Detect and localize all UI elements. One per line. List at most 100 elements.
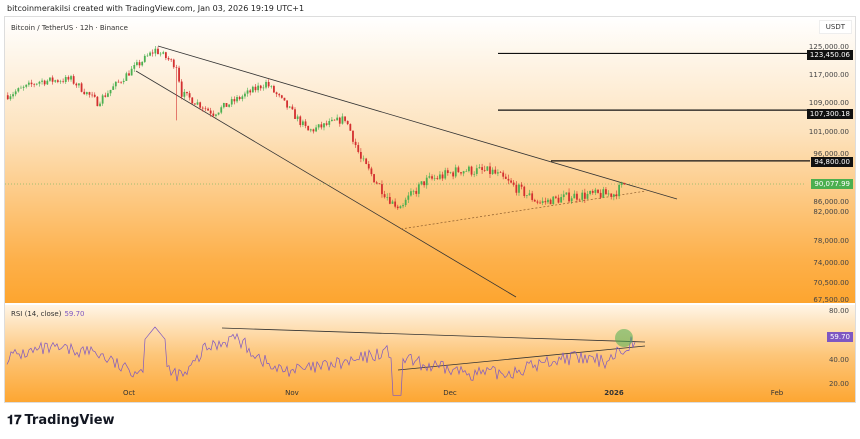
- candle: [241, 96, 244, 100]
- candle: [512, 182, 515, 185]
- candle: [244, 93, 246, 97]
- candle: [120, 81, 122, 83]
- candle: [468, 166, 470, 172]
- candle: [273, 86, 275, 93]
- candle: [349, 124, 352, 131]
- candle: [359, 151, 362, 159]
- candle: [104, 95, 107, 97]
- candle: [27, 82, 30, 85]
- candle: [576, 193, 578, 200]
- candle: [410, 191, 412, 196]
- candle: [67, 76, 70, 80]
- candle: [386, 197, 389, 198]
- candle: [75, 83, 78, 86]
- candle: [265, 81, 267, 88]
- candle: [83, 91, 86, 95]
- chart-credit: bitcoinmerakilsi created with TradingVie…: [7, 4, 305, 13]
- candle: [299, 116, 302, 125]
- candle: [62, 81, 65, 82]
- candle: [523, 186, 526, 196]
- candle: [133, 64, 136, 69]
- candle: [191, 97, 194, 104]
- candle: [446, 170, 449, 173]
- candle: [439, 174, 441, 179]
- candle: [568, 192, 570, 202]
- candle: [597, 189, 599, 193]
- candle: [167, 58, 170, 60]
- candle: [270, 86, 273, 87]
- candle: [620, 182, 623, 185]
- candle: [336, 117, 339, 121]
- candle: [20, 87, 22, 89]
- candle: [278, 94, 281, 96]
- candle: [38, 81, 41, 84]
- candle: [22, 86, 25, 88]
- tradingview-logo[interactable]: 𝟏𝟕 TradingView: [7, 413, 115, 428]
- candle: [230, 99, 233, 105]
- rsi-tick: 20.00: [828, 380, 849, 388]
- candle: [170, 59, 173, 61]
- candle: [552, 196, 555, 205]
- candle: [6, 95, 9, 100]
- candle: [309, 129, 312, 131]
- candle: [304, 121, 307, 126]
- candle: [425, 177, 428, 186]
- candle: [188, 93, 191, 98]
- candle: [315, 127, 317, 132]
- candle: [307, 125, 310, 131]
- price-tick: 96,000.00: [813, 150, 849, 158]
- candle: [528, 193, 531, 196]
- candle: [415, 191, 418, 194]
- rsi-pane[interactable]: RSI (14, close) 59.70 80.00 59.70 40.00 2…: [5, 305, 856, 403]
- candle: [222, 102, 225, 108]
- price-chart[interactable]: [5, 17, 856, 303]
- candle: [483, 169, 486, 171]
- price-pane[interactable]: Bitcoin / TetherUS · 12h · Binance USDT …: [5, 17, 856, 304]
- candle: [228, 104, 231, 107]
- candle: [164, 52, 167, 59]
- time-tick: Feb: [770, 389, 784, 397]
- candle: [394, 201, 397, 207]
- candle: [591, 191, 594, 193]
- price-tick: 78,000.00: [813, 237, 849, 245]
- candle: [623, 182, 626, 185]
- currency-button[interactable]: USDT: [818, 20, 852, 34]
- candle: [354, 141, 357, 146]
- candle: [233, 99, 236, 102]
- rsi-lower-trendline: [397, 345, 646, 371]
- candle: [330, 119, 333, 122]
- candle: [412, 191, 415, 192]
- candle: [85, 92, 88, 95]
- candle: [436, 178, 439, 179]
- candle: [454, 167, 457, 177]
- candle: [481, 167, 483, 170]
- candle: [138, 62, 141, 66]
- candle: [136, 62, 138, 65]
- candle: [43, 80, 46, 85]
- candle: [91, 94, 94, 96]
- rsi-chart[interactable]: [5, 305, 856, 403]
- candle: [88, 92, 91, 95]
- candle: [396, 206, 399, 209]
- candle: [338, 117, 341, 124]
- candle: [520, 184, 523, 187]
- candle: [212, 113, 215, 116]
- candle: [557, 197, 560, 203]
- candle: [220, 107, 223, 113]
- candle: [109, 89, 112, 94]
- candle: [586, 193, 589, 199]
- candle: [17, 88, 20, 92]
- current-price-label: 90,077.99: [811, 179, 853, 189]
- candle: [101, 95, 104, 104]
- candle: [288, 106, 291, 108]
- candle: [215, 114, 217, 116]
- chart-frame[interactable]: Bitcoin / TetherUS · 12h · Binance USDT …: [4, 16, 856, 403]
- candle: [96, 96, 99, 107]
- candle: [554, 196, 557, 198]
- candle: [407, 195, 410, 200]
- candle: [49, 77, 51, 81]
- candle: [370, 168, 373, 175]
- candle: [122, 80, 125, 83]
- candle: [56, 80, 59, 82]
- candle: [547, 199, 549, 203]
